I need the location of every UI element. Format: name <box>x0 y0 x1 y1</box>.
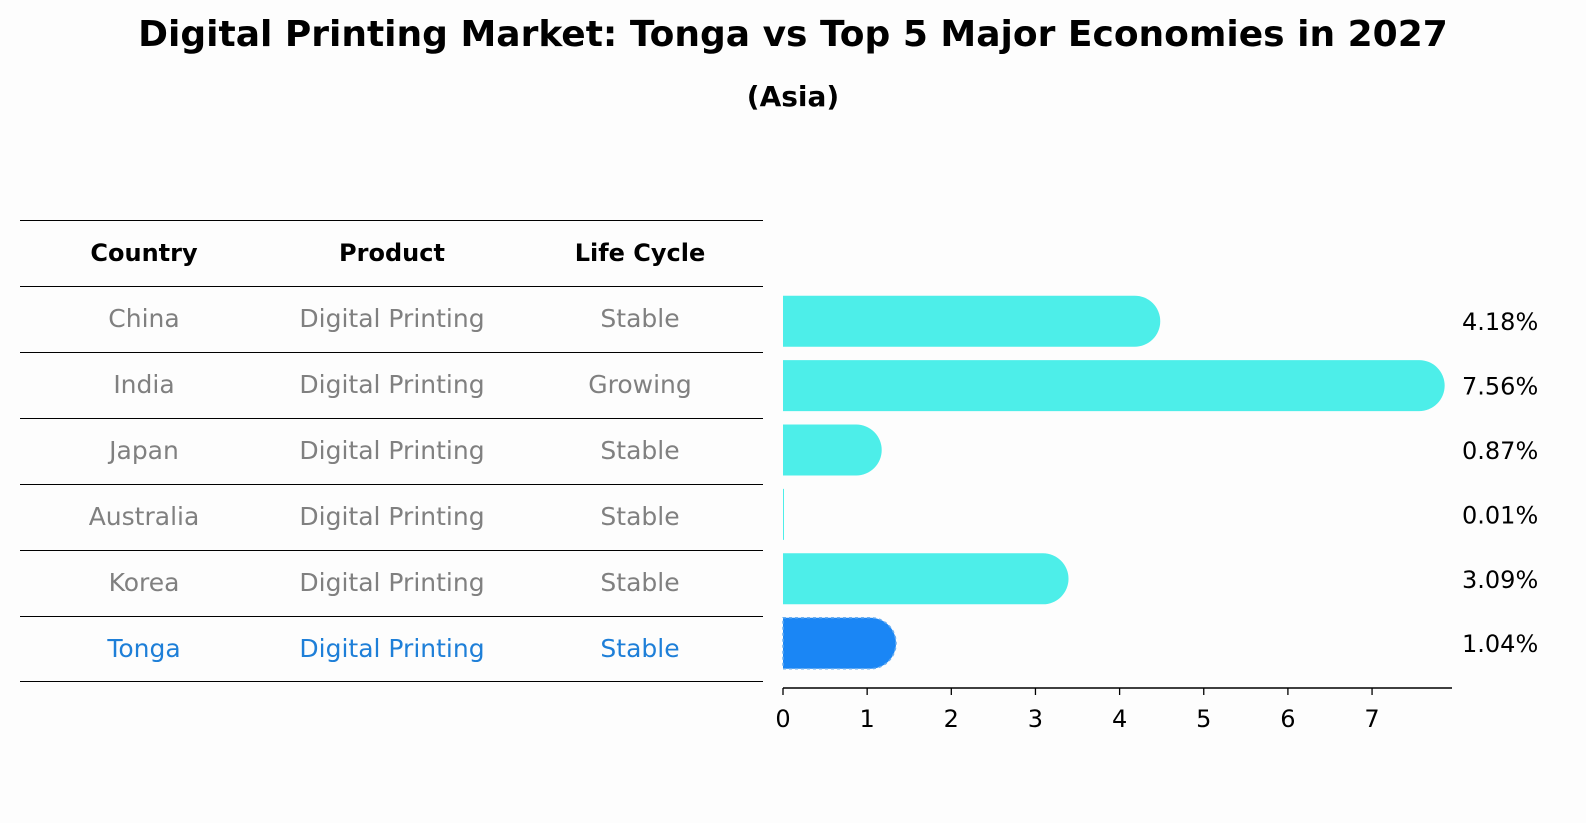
x-tick-label: 1 <box>860 705 875 733</box>
x-tick-label: 4 <box>1112 705 1127 733</box>
country-cell: Korea <box>108 568 180 597</box>
table-header-row: Country Product Life Cycle <box>20 220 763 286</box>
chart-subtitle: (Asia) <box>746 80 840 113</box>
bar-china <box>783 295 1161 347</box>
table-row: Japan Digital Printing Stable <box>20 418 763 484</box>
bar-korea <box>783 553 1069 605</box>
bar-australia <box>783 488 784 540</box>
x-tick-label: 0 <box>775 705 790 733</box>
country-cell: Japan <box>109 436 179 465</box>
value-label-india: 7.56% <box>1462 373 1538 401</box>
table-row: Korea Digital Printing Stable <box>20 550 763 616</box>
country-cell: China <box>108 304 180 333</box>
header-country: Country <box>90 239 198 267</box>
x-tick-label: 2 <box>944 705 959 733</box>
bar-japan <box>783 424 882 476</box>
table-row: China Digital Printing Stable <box>20 286 763 352</box>
x-tick-label: 5 <box>1196 705 1211 733</box>
life-cycle-cell: Stable <box>600 304 680 333</box>
product-cell: Digital Printing <box>299 634 485 663</box>
product-cell: Digital Printing <box>299 436 485 465</box>
life-cycle-cell: Stable <box>600 436 680 465</box>
country-table: Country Product Life Cycle China Digital… <box>20 220 763 682</box>
product-cell: Digital Printing <box>299 568 485 597</box>
value-label-japan: 0.87% <box>1462 437 1538 465</box>
x-tick-label: 3 <box>1028 705 1043 733</box>
life-cycle-cell: Growing <box>588 370 692 399</box>
value-label-korea: 3.09% <box>1462 566 1538 594</box>
chart-title: Digital Printing Market: Tonga vs Top 5 … <box>138 14 1448 55</box>
table-row-highlighted: Tonga Digital Printing Stable <box>20 616 763 682</box>
table-row: Australia Digital Printing Stable <box>20 484 763 550</box>
header-product: Product <box>339 239 445 267</box>
table-row: India Digital Printing Growing <box>20 352 763 418</box>
x-tick-label: 7 <box>1364 705 1379 733</box>
life-cycle-cell: Stable <box>600 634 680 663</box>
country-cell: India <box>113 370 175 399</box>
country-cell: Tonga <box>107 634 181 663</box>
value-label-china: 4.18% <box>1462 308 1538 336</box>
header-life-cycle: Life Cycle <box>574 239 706 267</box>
product-cell: Digital Printing <box>299 304 485 333</box>
life-cycle-cell: Stable <box>600 502 680 531</box>
x-tick-label: 6 <box>1280 705 1295 733</box>
value-label-australia: 0.01% <box>1462 501 1538 529</box>
country-cell: Australia <box>88 502 200 531</box>
product-cell: Digital Printing <box>299 370 485 399</box>
bar-tonga <box>782 616 897 670</box>
bar-india <box>783 360 1445 412</box>
product-cell: Digital Printing <box>299 502 485 531</box>
value-label-tonga: 1.04% <box>1462 630 1538 658</box>
life-cycle-cell: Stable <box>600 568 680 597</box>
